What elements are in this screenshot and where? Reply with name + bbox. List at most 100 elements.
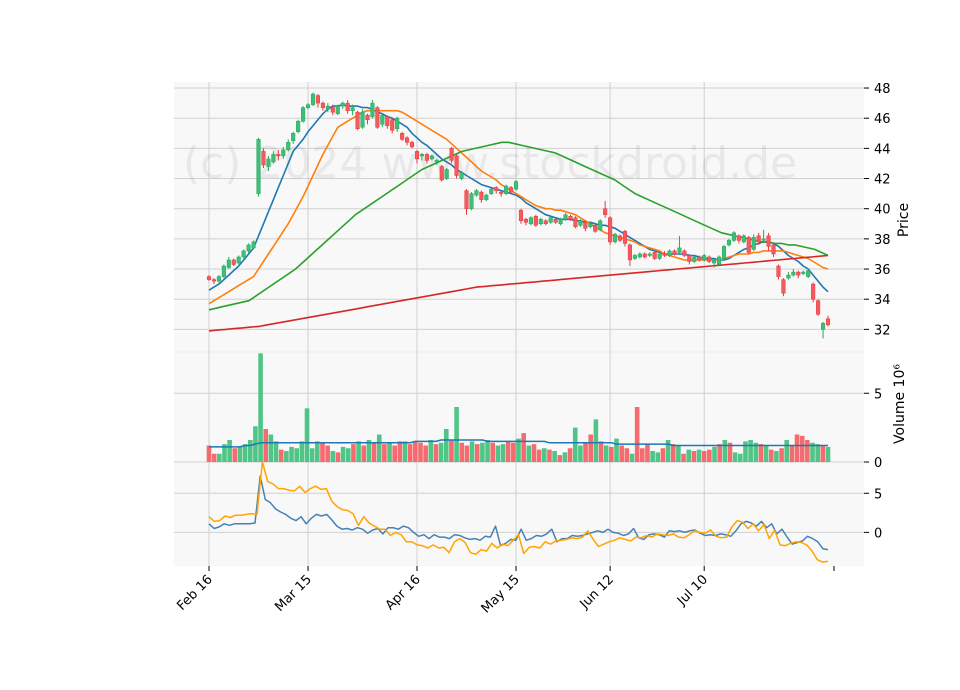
volume-bar: [779, 448, 784, 462]
volume-bar: [583, 442, 588, 462]
volume-bar: [325, 445, 330, 462]
candle-body: [405, 137, 410, 143]
volume-bar: [433, 444, 439, 462]
volume-bar: [413, 441, 418, 462]
candle-body: [400, 133, 405, 140]
candle-body: [816, 300, 821, 315]
volume-bar: [402, 441, 408, 462]
candle-body: [251, 241, 256, 249]
volume-bar: [670, 444, 676, 462]
volume-bar: [763, 445, 769, 462]
volume-bar: [815, 444, 820, 462]
volume-bar: [768, 449, 774, 462]
volume-bar: [376, 434, 382, 462]
candle-body: [479, 191, 484, 200]
volume-bar: [242, 444, 248, 462]
candle-body: [241, 250, 246, 258]
volume-bar: [418, 442, 423, 462]
candle-body: [617, 235, 623, 241]
volume-bar: [805, 440, 810, 462]
candle-body: [504, 185, 509, 194]
candle-body: [627, 244, 632, 261]
moving-average-line-1: [208, 103, 829, 293]
price-axis-label: Price: [896, 203, 912, 237]
candle-body: [256, 139, 261, 194]
indicator-tick-label: 0: [874, 526, 882, 541]
volume-bar: [289, 446, 294, 462]
candle-body: [523, 219, 528, 223]
volume-bar: [495, 445, 501, 462]
volume-bar: [603, 445, 609, 462]
candle-body: [796, 271, 801, 276]
volume-bar: [278, 449, 284, 462]
volume-bar: [820, 445, 826, 462]
candle-body: [370, 102, 375, 117]
candle-body: [533, 215, 538, 226]
volume-bar: [665, 440, 671, 462]
candle-body: [474, 190, 479, 196]
volume-bar: [351, 444, 356, 462]
volume-bar: [784, 440, 790, 462]
volume-bar: [304, 408, 310, 462]
candle-body: [320, 102, 325, 108]
volume-bar: [263, 429, 269, 462]
candle-body: [296, 120, 301, 133]
candle-body: [315, 95, 320, 104]
volume-bar: [567, 448, 573, 462]
candle-body: [266, 158, 271, 167]
candle-body: [276, 154, 281, 157]
candle-body: [221, 265, 226, 277]
candle-body: [563, 214, 568, 220]
volume-bar: [459, 442, 465, 462]
candle-body: [345, 102, 350, 111]
volume-bar: [356, 441, 361, 462]
candle-body: [756, 235, 761, 243]
volume-bar: [552, 451, 557, 462]
candle-body: [499, 191, 504, 194]
volume-bar: [397, 441, 403, 462]
volume-bar: [753, 442, 759, 462]
moving-average-line-4: [208, 254, 829, 332]
price-tick-label: 34: [874, 293, 891, 308]
volume-bar: [732, 452, 738, 462]
volume-bar: [722, 440, 728, 462]
candle-body: [786, 274, 791, 279]
candle-body: [741, 235, 746, 243]
candle-body: [335, 105, 340, 114]
volume-bar: [315, 441, 320, 462]
volume-bar: [825, 446, 831, 462]
volume-bar: [237, 446, 243, 462]
volume-bar: [227, 440, 232, 462]
volume-bar: [743, 441, 748, 462]
candle-body: [672, 250, 677, 255]
volume-bar: [284, 451, 289, 462]
candle-body: [791, 271, 796, 276]
volume-bar: [624, 448, 630, 462]
candle-body: [667, 250, 672, 256]
candle-body: [281, 149, 286, 157]
candle-body: [434, 160, 439, 163]
candle-body: [395, 117, 400, 130]
price-tick-label: 36: [874, 263, 891, 278]
candle-body: [613, 234, 618, 243]
volume-tick-label: 0: [874, 456, 882, 471]
volume-bar: [748, 440, 753, 462]
volume-bar: [217, 453, 222, 462]
candle-body: [261, 151, 266, 166]
candle-body: [761, 238, 766, 241]
candle-body: [598, 220, 603, 231]
candle-body: [811, 283, 816, 300]
candle-body: [330, 107, 335, 113]
candle-body: [548, 217, 553, 223]
candle-body: [236, 256, 241, 264]
volume-bar: [469, 441, 475, 462]
volume-bar: [712, 446, 717, 462]
volume-bar: [799, 435, 805, 462]
candle-body: [662, 253, 667, 256]
candle-body: [806, 270, 811, 277]
volume-bar: [299, 441, 305, 462]
volume-bar: [634, 407, 640, 462]
volume-tick-label: 5: [874, 387, 882, 402]
candle-body: [464, 190, 469, 209]
